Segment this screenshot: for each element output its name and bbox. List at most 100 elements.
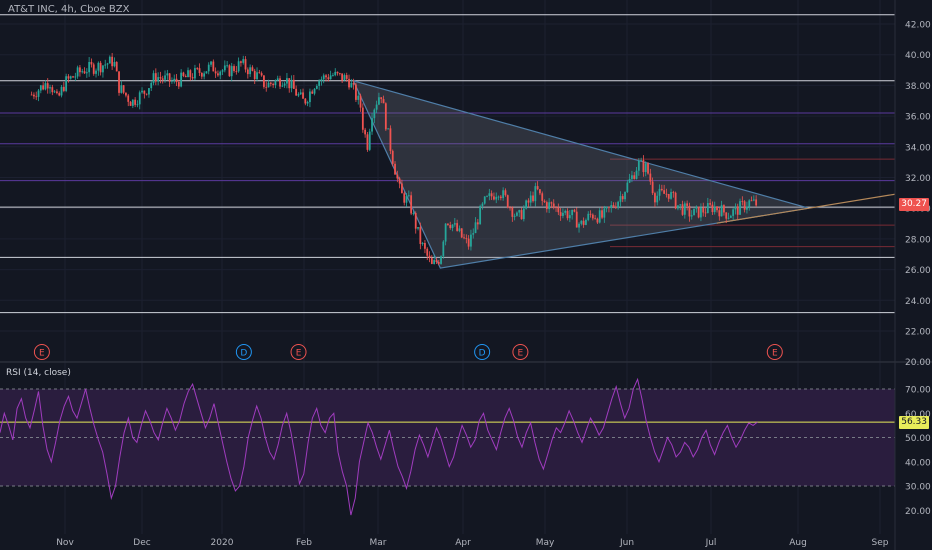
candle-body [99,62,102,73]
candle-body [131,99,134,106]
trend-line[interactable] [716,193,896,224]
candle-body [214,71,217,74]
candle-body [502,190,505,199]
candle-body [414,212,417,229]
candle-body [642,160,645,173]
candle-body [647,163,649,174]
candle-body [732,209,735,216]
symmetrical-triangle[interactable] [352,79,810,269]
candle-body [246,69,249,75]
candle-body [585,219,587,225]
candle-body [219,71,222,76]
price-tick-label: 40.00 [905,51,931,61]
candle-body [35,96,38,98]
candle-body [566,210,569,219]
candle-body [368,131,371,150]
candle-body [341,73,344,81]
candle-body [104,64,107,66]
candle-body [568,215,571,219]
time-tick-label: Sep [872,538,889,548]
rsi-value-tag: 56.33 [899,416,929,430]
candle-body [394,163,396,175]
candle-body [720,205,723,217]
candle-body [97,62,100,71]
candle-body [548,202,551,210]
candle-body [619,196,622,202]
candle-body [727,217,730,219]
candle-body [589,213,592,215]
candle-body [681,204,684,215]
candle-body [332,75,334,76]
candle-body [522,208,525,220]
candle-body [88,61,91,73]
candle-body [182,72,185,77]
last-price-tag: 30.27 [899,198,929,212]
candle-body [56,91,58,94]
candle-body [518,210,521,213]
candle-body [598,210,601,223]
candle-body [279,78,281,87]
candle-body [269,82,272,84]
candle-body [267,82,270,88]
horizontal-levels[interactable] [0,14,895,314]
candle-body [483,196,486,204]
candle-body [76,67,79,77]
candle-body [550,202,553,204]
price-tick-label: 22.00 [905,328,931,338]
candle-body [46,83,49,89]
candle-body [729,215,732,218]
candle-body [122,85,125,93]
candle-body [249,67,252,75]
candle-body [85,72,88,74]
rsi-axis[interactable]: 20.00 30.00 40.00 50.00 60.00 70.00 [905,386,931,517]
candle-body [366,134,369,150]
candle-body [493,196,495,200]
price-axis[interactable]: 20.0022.0024.0026.0028.0030.0032.0034.00… [905,21,931,369]
candle-body [562,212,564,216]
candle-body [440,256,442,264]
candle-body [198,68,201,73]
price-tick-label: 38.00 [905,82,931,92]
candle-body [302,92,304,99]
time-axis[interactable]: Nov Dec 2020 Feb Mar Apr May Jun Jul Aug Sep [56,538,889,548]
candle-body [520,210,523,220]
candle-body [677,205,679,209]
candle-body [196,68,199,69]
candle-body [49,87,51,89]
candle-body [481,203,484,207]
event-marker-label: E [39,349,45,359]
candle-body [603,208,606,218]
candle-body [106,63,109,65]
candle-body [265,86,268,88]
candle-body [697,206,700,218]
candle-body [460,228,463,238]
candle-body [467,238,470,247]
candle-body [686,203,689,206]
candle-body [150,82,153,89]
candle-body [453,223,456,225]
candle-body [398,178,401,184]
rsi-line [0,377,758,516]
candle-body [118,71,120,93]
candle-body [115,62,118,72]
price-tick-label: 26.00 [905,266,931,276]
candle-body [387,128,390,130]
candle-body [168,73,171,82]
candle-body [350,83,353,88]
candle-body [403,193,406,203]
candle-body [244,59,247,70]
event-marker-circle [474,344,491,360]
candle-body [240,61,242,63]
candle-body [184,76,187,78]
candle-body [419,227,422,244]
rsi-title: RSI (14, close) [6,368,71,378]
candle-body [389,128,392,151]
candle-body [702,207,705,213]
candle-body [51,87,54,93]
candle-body [504,190,507,196]
candle-body [587,213,590,220]
candle-body [640,160,643,161]
candle-body [488,193,491,196]
